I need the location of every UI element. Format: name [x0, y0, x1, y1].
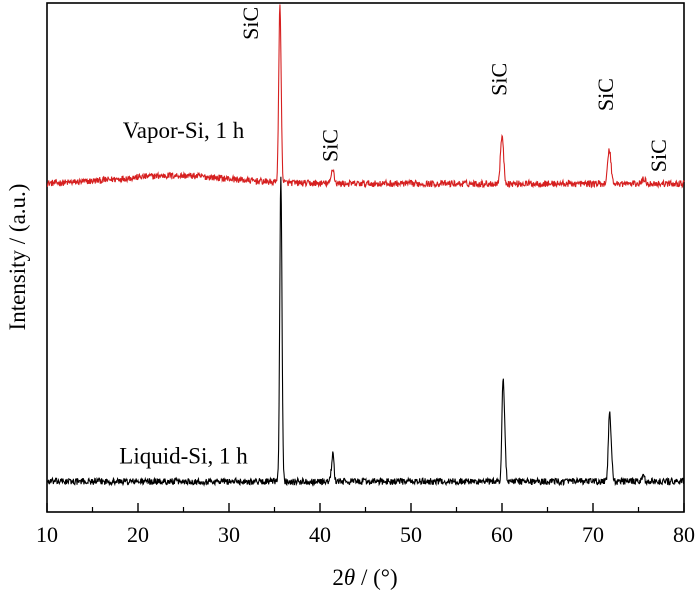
- series-line-vapor-si: [46, 4, 685, 189]
- peak-annotation-sic: SiC: [593, 78, 618, 111]
- peak-annotation-sic: SiC: [646, 139, 671, 172]
- x-tick-label: 70: [582, 522, 604, 547]
- peak-annotation-sic: SiC: [487, 63, 512, 96]
- x-tick-label: 10: [36, 522, 58, 547]
- x-axis-title: 2θ / (°): [332, 565, 397, 590]
- series-label: Liquid-Si, 1 h: [119, 444, 248, 469]
- x-tick-label: 40: [309, 522, 331, 547]
- x-tick-label: 50: [400, 522, 422, 547]
- series-layer: [46, 4, 685, 487]
- plot-frame: [46, 2, 685, 513]
- y-axis-title: Intensity / (a.u.): [5, 184, 30, 331]
- peak-annotation-sic: SiC: [238, 7, 263, 40]
- peak-annotation-sic: SiC: [317, 129, 342, 162]
- x-tick-label: 20: [127, 522, 149, 547]
- series-line-liquid-si: [46, 176, 685, 487]
- series-label: Vapor-Si, 1 h: [123, 118, 245, 143]
- x-tick-label: 80: [673, 522, 695, 547]
- labels-layer: Vapor-Si, 1 h Liquid-Si, 1 h SiC SiC SiC SiC S…: [119, 7, 671, 469]
- x-ticks: 10 20 30 40 50 60 70 80: [36, 503, 695, 547]
- x-tick-label: 30: [218, 522, 240, 547]
- x-tick-label: 60: [491, 522, 513, 547]
